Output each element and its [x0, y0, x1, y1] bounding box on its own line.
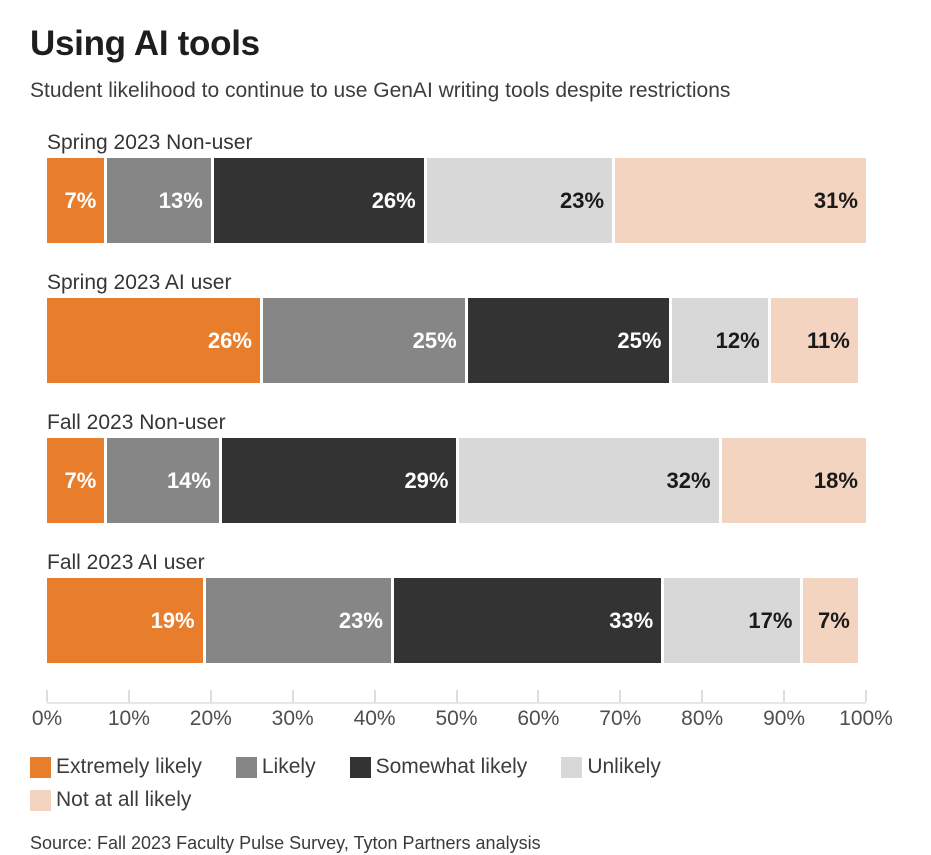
- legend-swatch: [561, 756, 583, 778]
- bar-group-label: Fall 2023 AI user: [47, 551, 205, 574]
- legend-item-extremely-likely: Extremely likely: [30, 755, 202, 779]
- segment-value-label: 11%: [806, 327, 850, 353]
- segment-value-label: 17%: [748, 607, 793, 633]
- segment-value-label: 13%: [158, 187, 203, 213]
- legend-swatch: [349, 756, 371, 778]
- axis-tick-label: 0%: [31, 707, 63, 730]
- segment-value-label: 33%: [609, 607, 654, 633]
- axis-tick-label: 40%: [353, 707, 396, 730]
- bar-segment-likely: 13%: [104, 158, 211, 243]
- legend-label: Not at all likely: [56, 788, 192, 811]
- stacked-bar: 7% 14% 29% 32% 18%: [47, 438, 866, 523]
- axis-tick-mark: [701, 690, 704, 702]
- bar-segment-extremely-likely: 7%: [47, 158, 105, 243]
- legend-swatch: [235, 756, 257, 778]
- legend: Extremely likely Likely Somewhat likely Unl…: [30, 755, 742, 812]
- segment-value-label: 19%: [150, 607, 195, 633]
- bar-segment-unlikely: 12%: [669, 298, 768, 383]
- segment-value-label: 7%: [817, 607, 850, 633]
- stacked-bar: 7% 13% 26% 23% 31%: [47, 158, 866, 243]
- axis-tick-mark: [373, 690, 376, 702]
- segment-value-label: 7%: [64, 467, 97, 493]
- axis-tick-label: 70%: [599, 707, 642, 730]
- bar-segment-somewhat-likely: 25%: [464, 298, 670, 383]
- segment-value-label: 25%: [412, 327, 457, 353]
- bar-group-label: Spring 2023 Non-user: [47, 131, 253, 154]
- bar-segment-unlikely: 23%: [423, 158, 613, 243]
- bar-segment-likely: 14%: [104, 438, 219, 523]
- segment-value-label: 12%: [715, 327, 760, 353]
- axis-tick-mark: [209, 690, 212, 702]
- segment-value-label: 26%: [371, 187, 416, 213]
- axis-tick-mark: [46, 690, 48, 702]
- bar-segment-extremely-likely: 7%: [47, 438, 105, 523]
- axis-tick-label: 50%: [435, 707, 478, 730]
- legend-item-unlikely: Unlikely: [561, 755, 661, 779]
- segment-value-label: 23%: [560, 187, 605, 213]
- axis-tick-label: 100%: [839, 707, 893, 730]
- bar-group-label: Fall 2023 Non-user: [47, 411, 226, 434]
- bar-segment-extremely-likely: 19%: [47, 578, 203, 663]
- bar-segment-extremely-likely: 26%: [47, 298, 260, 383]
- legend-label: Likely: [261, 755, 316, 778]
- chart-subtitle: Student likelihood to continue to use Ge…: [30, 79, 731, 102]
- segment-value-label: 25%: [617, 327, 662, 353]
- bar-segment-somewhat-likely: 29%: [218, 438, 457, 523]
- source-note: Source: Fall 2023 Faculty Pulse Survey, …: [30, 833, 541, 853]
- bar-segment-unlikely: 17%: [661, 578, 801, 663]
- axis-tick-mark: [619, 690, 622, 702]
- legend-label: Extremely likely: [56, 755, 202, 778]
- x-axis: [46, 690, 867, 704]
- bar-groups: Spring 2023 Non-user 7% 13% 26% 23% 31% Spring…: [47, 130, 866, 663]
- axis-tick-mark: [783, 690, 786, 702]
- bar-segment-likely: 25%: [259, 298, 465, 383]
- x-axis-labels: 0% 10% 20% 30% 40% 50% 60% 70% 80% 90% 100%: [32, 707, 893, 734]
- segment-value-label: 7%: [64, 187, 97, 213]
- bar-segment-not-at-all-likely: 11%: [767, 298, 858, 383]
- axis-tick-mark: [127, 690, 130, 702]
- segment-value-label: 29%: [404, 467, 449, 493]
- legend-item-likely: Likely: [235, 755, 316, 779]
- axis-tick-mark: [455, 690, 458, 702]
- stacked-bar: 26% 25% 25% 12% 11%: [47, 298, 866, 383]
- bar-segment-somewhat-likely: 26%: [210, 158, 424, 243]
- bar-segment-likely: 23%: [202, 578, 391, 663]
- legend-swatch: [30, 756, 51, 778]
- segment-value-label: 18%: [813, 467, 858, 493]
- axis-tick-label: 60%: [517, 707, 560, 730]
- legend-item-not-at-all-likely: Not at all likely: [30, 788, 191, 812]
- axis-tick-mark: [537, 690, 540, 702]
- bar-group: Spring 2023 AI user 26% 25% 25% 12% 11%: [47, 270, 866, 383]
- bar-segment-unlikely: 32%: [456, 438, 719, 523]
- chart-title: Using AI tools: [30, 24, 260, 63]
- segment-value-label: 31%: [813, 187, 858, 213]
- axis-tick-label: 90%: [763, 707, 806, 730]
- axis-tick-label: 30%: [271, 707, 314, 730]
- bar-group: Spring 2023 Non-user 7% 13% 26% 23% 31%: [47, 130, 866, 243]
- bar-segment-not-at-all-likely: 18%: [718, 438, 866, 523]
- legend-item-somewhat-likely: Somewhat likely: [349, 755, 528, 779]
- bar-group-label: Spring 2023 AI user: [47, 271, 232, 294]
- segment-value-label: 26%: [207, 327, 252, 353]
- legend-label: Somewhat likely: [375, 755, 528, 778]
- legend-swatch: [30, 789, 51, 811]
- segment-value-label: 32%: [666, 467, 711, 493]
- legend-label: Unlikely: [587, 755, 661, 778]
- bar-segment-not-at-all-likely: 7%: [800, 578, 858, 663]
- bar-segment-somewhat-likely: 33%: [390, 578, 662, 663]
- bar-group: Fall 2023 AI user 19% 23% 33% 17% 7%: [47, 550, 866, 663]
- bar-group: Fall 2023 Non-user 7% 14% 29% 32% 18%: [47, 410, 866, 523]
- stacked-bar: 19% 23% 33% 17% 7%: [47, 578, 866, 663]
- segment-value-label: 14%: [166, 467, 211, 493]
- axis-tick-label: 80%: [681, 707, 724, 730]
- axis-tick-label: 10%: [107, 707, 150, 730]
- bar-segment-not-at-all-likely: 31%: [612, 158, 866, 243]
- segment-value-label: 23%: [338, 607, 383, 633]
- axis-tick-label: 20%: [189, 707, 232, 730]
- axis-tick-mark: [291, 690, 294, 702]
- axis-tick-mark: [865, 690, 867, 702]
